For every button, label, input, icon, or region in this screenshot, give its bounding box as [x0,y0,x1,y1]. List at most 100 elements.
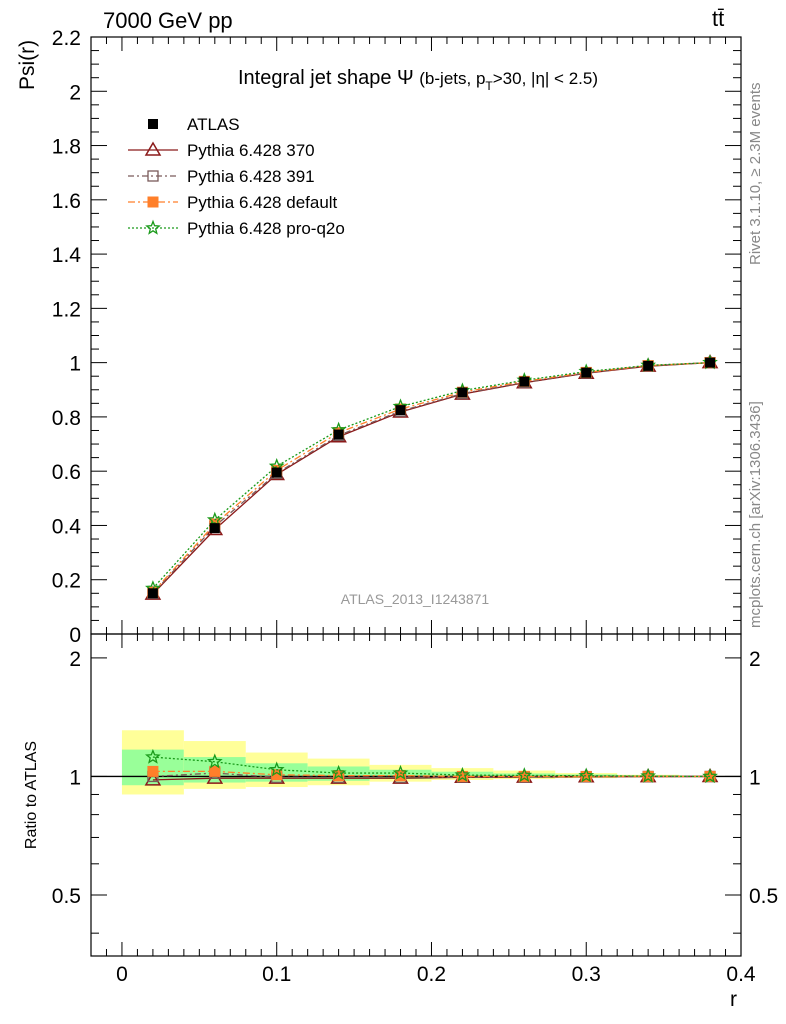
series-line-2 [152,361,711,593]
y-tick-label: 1.8 [52,136,81,159]
atlas-data-point [519,376,530,387]
ratio-3-point [392,764,409,780]
mcplots-credit-label: mcplots.cern.ch [arXiv:1306.3436] [747,401,764,628]
ratio-2-point-shape [456,770,468,782]
analysis-watermark: ATLAS_2013_I1243871 [341,591,490,607]
y-axis-label: Psi(r) [16,40,39,90]
ratio-2-point-shape [518,770,530,782]
ratio-3-point [330,764,347,780]
ratio-3-point [268,761,285,777]
x-tick-label: 0.2 [417,963,446,986]
ratio-tick-label-right: 1 [749,766,761,789]
ratio-3-point-shape [330,764,347,780]
atlas-data-point-shape [581,367,592,378]
atlas-data-point-shape [643,360,654,371]
ratio-2-point [147,765,159,777]
atlas-data-point-shape [271,467,282,478]
legend-marker-1-shape [147,170,159,182]
chart-title: Integral jet shape Ψ (b-jets, pT>30, |η|… [238,67,598,93]
ratio-3-point-shape [268,761,285,777]
ratio-3-point-shape [516,767,533,783]
legend-entry-3: Pythia 6.428 pro-q2o [128,219,345,238]
ratio-tick-label-left: 2 [69,648,81,671]
atlas-data-point [457,387,468,398]
legend-marker-atlas [148,119,158,129]
legend-label-0: Pythia 6.428 370 [187,141,315,160]
legend-marker-2-shape [147,196,159,208]
legend: ATLAS Pythia 6.428 370 Pythia 6.428 391 Pyt… [128,115,345,238]
legend-entry-0: Pythia 6.428 370 [128,141,315,160]
ratio-3-point [702,768,718,784]
y-tick-label: 0.4 [52,515,82,538]
atlas-data-point-shape [705,357,716,368]
ratio-2-point-shape [209,765,221,777]
ratio-line-2 [152,770,711,778]
ratio-3-point-shape [392,764,409,780]
legend-marker-3 [145,219,161,235]
series-3-point-shape [206,511,223,527]
ratio-2-point-shape [580,770,592,782]
y-tick-label: 0 [69,624,81,647]
atlas-data-point [209,523,220,534]
series-line-3 [152,361,711,589]
atlas-data-point-shape [395,405,406,416]
ratio-3-point-shape [454,766,471,782]
legend-entry-atlas: ATLAS [148,115,240,134]
legend-marker-0 [144,141,162,156]
title-sub-sub: T [485,79,493,93]
ratio-3-point-shape [144,748,161,764]
atlas-data-point-shape [519,376,530,387]
ratio-tick-label-left: 1 [69,766,81,789]
ratio-0-point-shape [144,771,162,786]
atlas-data-point [333,429,344,440]
y-tick-label: 2 [69,81,81,104]
title-sub-b: >30, |η| < 2.5) [493,69,598,88]
ratio-3-point-shape [578,767,595,783]
legend-marker-3-shape [145,219,161,235]
x-tick-label: 0 [116,963,128,986]
atlas-data-point [147,588,158,599]
ratio-tick-label-right: 2 [749,648,761,671]
y-tick-label: 1.4 [52,244,82,267]
legend-label-3: Pythia 6.428 pro-q2o [187,219,345,238]
atlas-data-point-shape [333,429,344,440]
ratio-2-point [456,770,468,782]
y-tick-label: 0.8 [52,407,81,430]
title-main: Integral jet shape [238,67,397,89]
ratio-tick-label-left: 0.5 [52,885,81,908]
legend-marker-atlas-shape [148,119,158,129]
y-tick-label: 1 [69,353,81,376]
ratio-frame [90,633,742,957]
x-tick-label: 0.4 [726,963,756,986]
y-tick-label: 1.6 [52,190,81,213]
ratio-3-point-shape [640,767,656,783]
atlas-data-point [271,467,282,478]
legend-marker-2 [147,196,159,208]
series-line-1 [152,361,711,594]
atlas-data-point [581,367,592,378]
ratio-3-point [578,767,595,783]
atlas-data-point [705,357,716,368]
atlas-data-point-shape [209,523,220,534]
x-axis-label: r [730,988,737,1011]
ratio-2-point [580,770,592,782]
y-tick-label: 0.2 [52,570,81,593]
ratio-3-point [640,767,656,783]
ratio-0-point-shape [206,769,224,784]
x-tick-label: 0.1 [262,963,291,986]
legend-marker-1 [147,170,159,182]
rivet-version-label: Rivet 3.1.10, ≥ 2.3M events [747,83,764,266]
ratio-bands [121,730,741,795]
y-tick-label: 2.2 [52,27,81,50]
legend-label-1: Pythia 6.428 391 [187,167,315,186]
ratio-2-point [209,765,221,777]
y-tick-label: 0.6 [52,461,81,484]
legend-entry-2: Pythia 6.428 default [128,193,338,212]
ratio-3-point-shape [702,768,718,784]
y-tick-label: 1.2 [52,298,81,321]
ratio-2-point-shape [147,765,159,777]
legend-label-2: Pythia 6.428 default [187,193,338,212]
series-line-0 [152,361,711,595]
ratio-0-point [144,771,162,786]
